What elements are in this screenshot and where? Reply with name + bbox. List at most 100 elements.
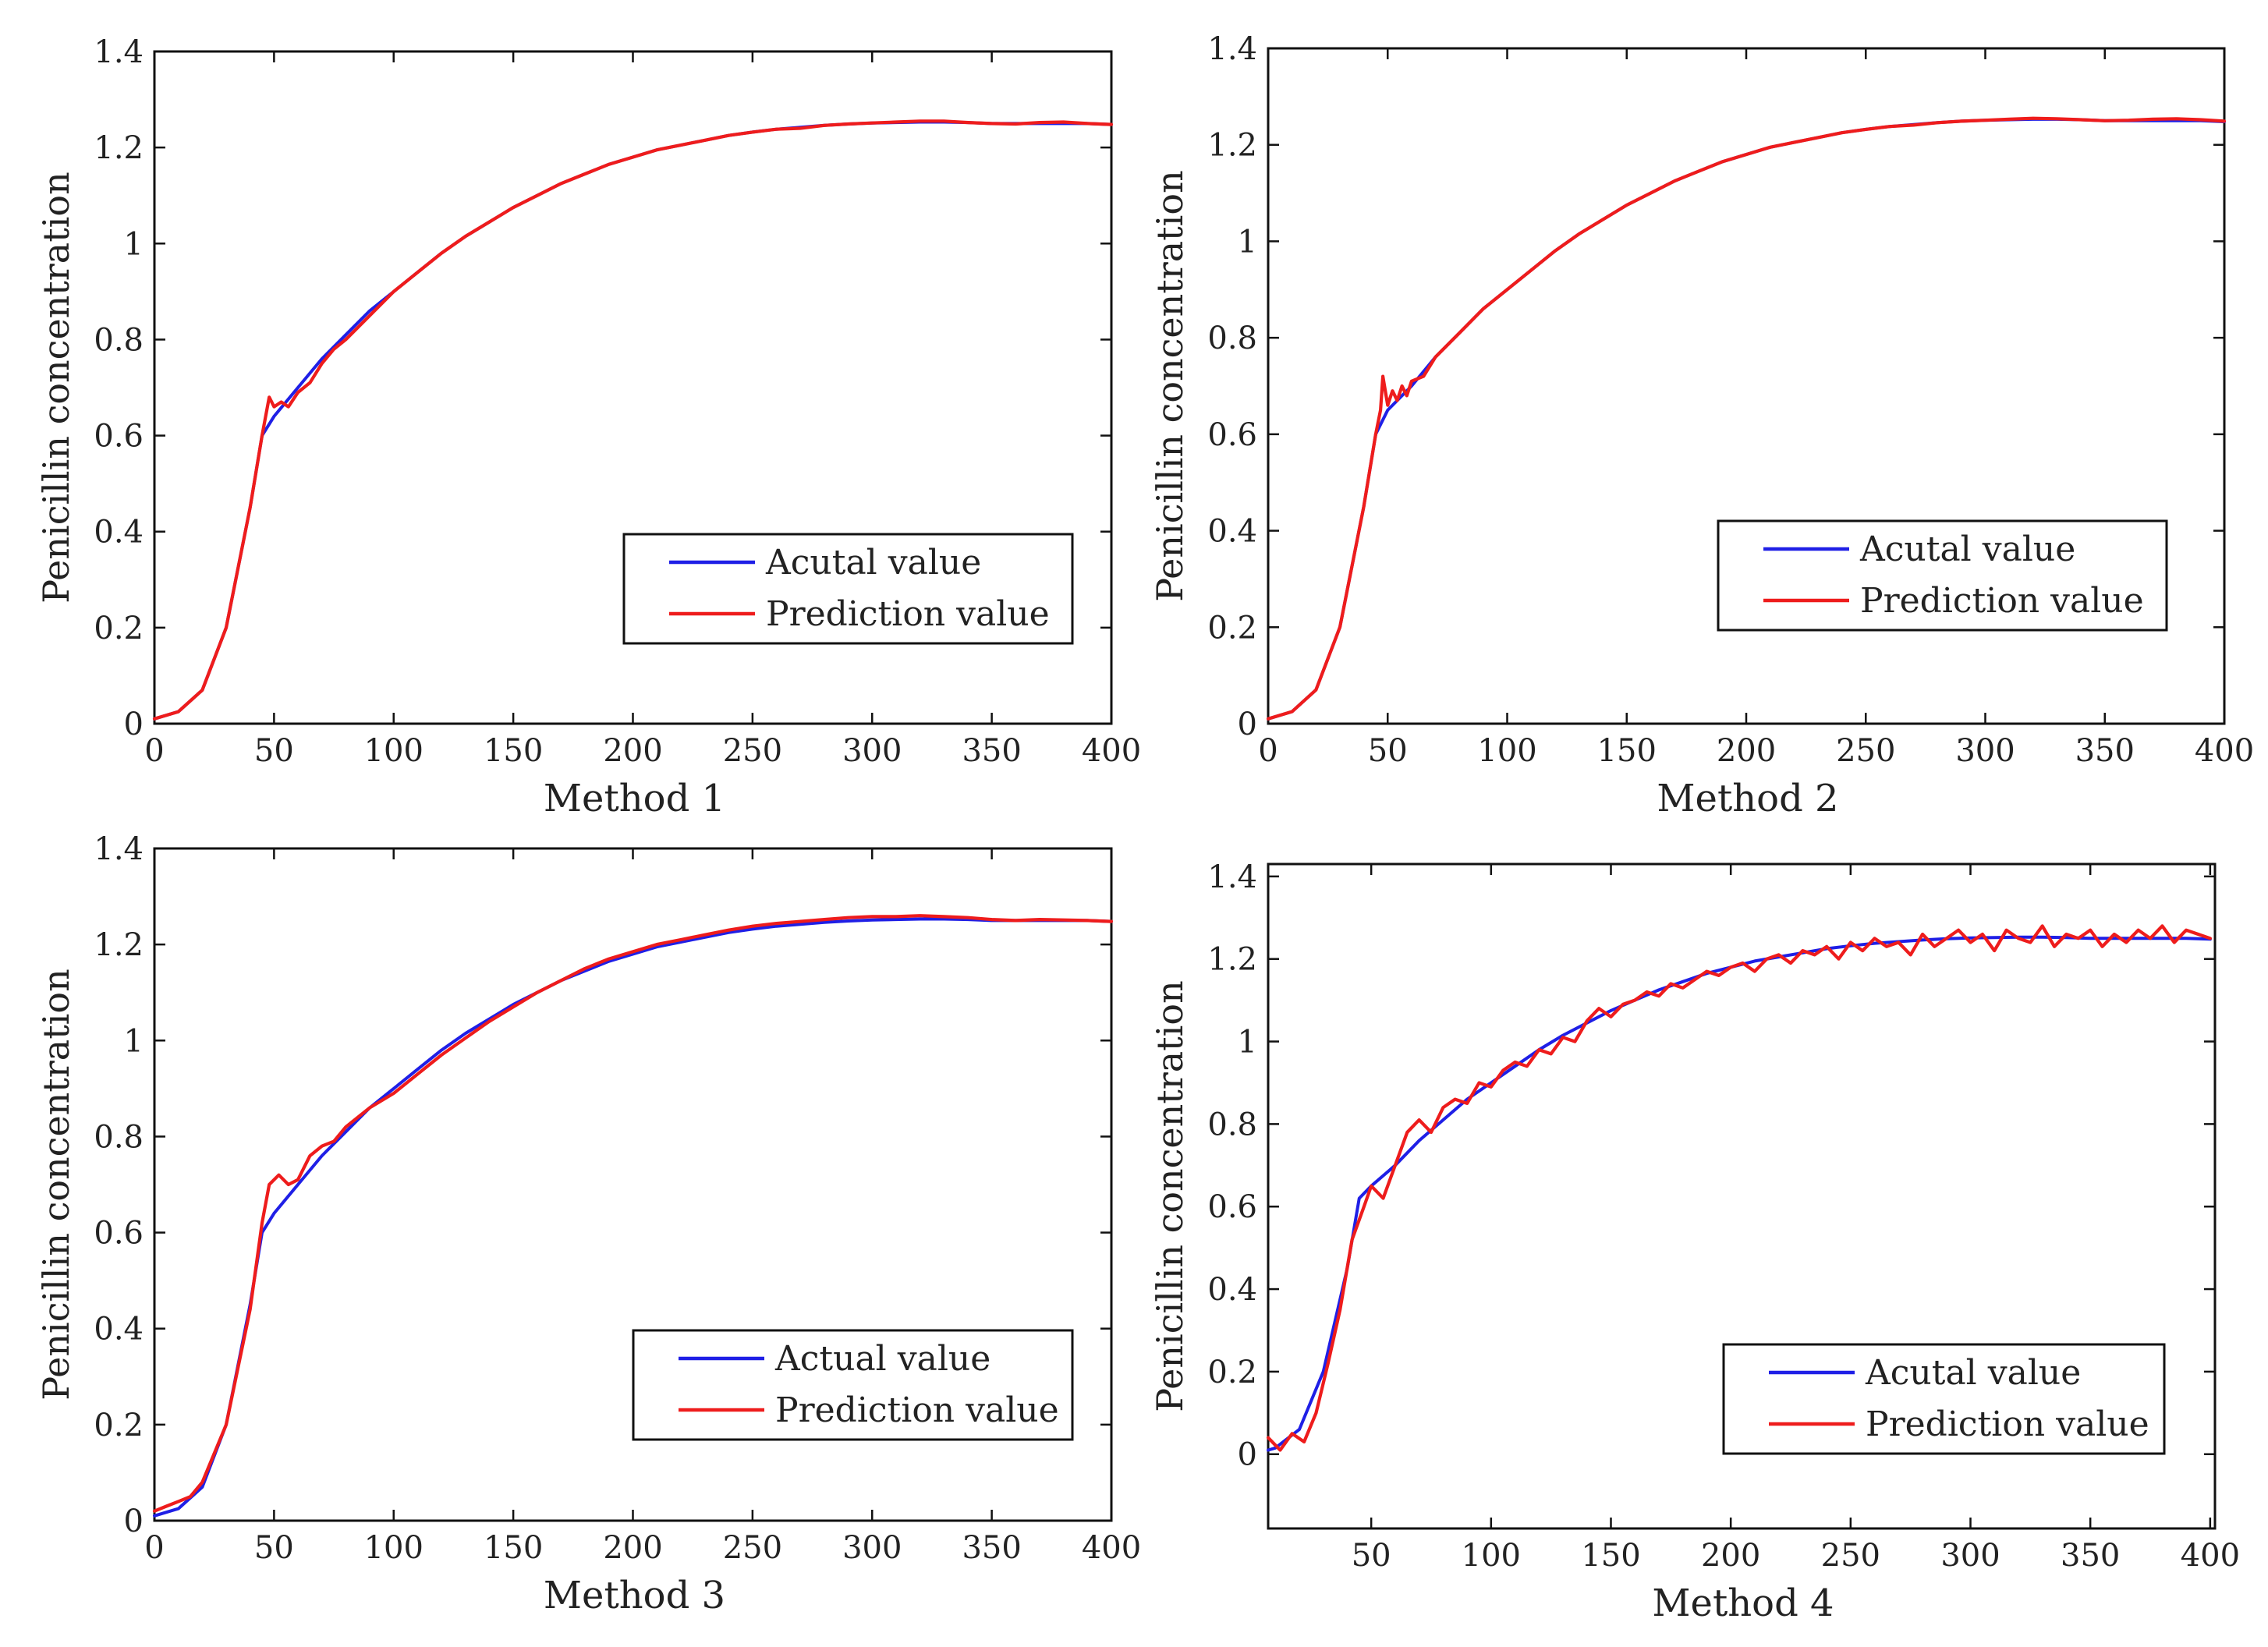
legend-method-1: Acutal value Prediction value	[622, 533, 1074, 645]
y-tick-label: 0	[1238, 707, 1257, 742]
chart-panel-method-4: 50 100 150 200 250 300 350 400 0 0.2 0.4 0.6 0.8 1 1.2…	[1149, 859, 2240, 1625]
legend-label-prediction: Prediction value	[766, 594, 1050, 634]
x-tick-label: 250	[1821, 1538, 1880, 1574]
legend-label-prediction: Prediction value	[1866, 1404, 2149, 1444]
x-tick-label: 0	[1258, 733, 1278, 769]
y-tick-label: 1	[1238, 1025, 1257, 1061]
legend-frame	[1717, 519, 2168, 632]
series-line-prediction	[1266, 924, 2212, 1452]
legend-method-4: Acutal value Prediction value	[1722, 1343, 2166, 1455]
chart-panel-method-1: 0 50 100 150 200 250 300 350 400 0 0.2 0.4 0.6 0.8 1 1.…	[35, 34, 1141, 820]
x-tick-label: 300	[1955, 733, 2015, 769]
legend-label-actual: Acutal value	[1865, 1353, 2081, 1393]
x-tick-label: 250	[723, 1530, 782, 1566]
x-tick-label: 300	[842, 1530, 902, 1566]
x-tick-label: 350	[962, 733, 1021, 769]
y-axis-label: Penicillin concentration	[1149, 980, 1191, 1411]
x-tick-label: 100	[364, 733, 423, 769]
x-tick-label: 100	[1477, 733, 1536, 769]
x-tick-label: 300	[842, 733, 902, 769]
y-tick-label: 0.8	[94, 322, 144, 358]
x-tick-label: 350	[2075, 733, 2135, 769]
x-tick-label: 400	[2181, 1538, 2240, 1574]
x-tick-label: 50	[254, 733, 294, 769]
x-tick-label: 250	[723, 733, 782, 769]
series-line-prediction	[152, 914, 1114, 1513]
legend-frame	[622, 533, 1074, 645]
y-tick-label: 0.2	[94, 611, 144, 646]
y-tick-label: 1.4	[1207, 31, 1257, 67]
y-tick-label: 1	[124, 226, 144, 262]
x-tick-label: 150	[1597, 733, 1657, 769]
y-tick-label: 0.4	[94, 515, 144, 551]
y-tick-label: 0.2	[1207, 610, 1257, 646]
y-tick-label: 0.2	[1207, 1355, 1257, 1390]
y-tick-label: 1.2	[1207, 128, 1257, 164]
x-tick-label: 0	[144, 1530, 164, 1566]
x-tick-label: 100	[1462, 1538, 1521, 1574]
plot-area-method-1: 0 50 100 150 200 250 300 350 400 0 0.2 0.4 0.6 0.8 1 1.…	[94, 34, 1141, 769]
x-tick-label: 200	[1717, 733, 1776, 769]
y-tick-label: 0.6	[1207, 417, 1257, 453]
y-tick-label: 1.4	[94, 831, 144, 867]
y-tick-label: 0.4	[94, 1312, 144, 1348]
x-tick-label: 200	[1701, 1538, 1760, 1574]
y-tick-label: 0.4	[1207, 1272, 1257, 1308]
plot-area-method-3: 0 50 100 150 200 250 300 350 400 0 0.2 0.4 0.6 0.8 1 1.…	[94, 831, 1141, 1566]
y-tick-label: 1.4	[1207, 859, 1257, 895]
y-tick-label: 0.8	[1207, 1107, 1257, 1142]
x-tick-label: 300	[1940, 1538, 2000, 1574]
x-axis-label: Method 2	[1657, 777, 1838, 820]
x-axis-label: Method 1	[544, 777, 725, 820]
legend-label-actual: Actual value	[774, 1339, 990, 1379]
y-tick-label: 1.4	[94, 34, 144, 70]
y-axis-label: Penicillin concentration	[1149, 170, 1191, 601]
y-tick-label: 1.2	[1207, 942, 1257, 978]
plot-area-method-2: 0 50 100 150 200 250 300 350 400 0 0.2 0.4 0.6 0.8 1 1.…	[1207, 31, 2254, 769]
y-tick-label: 0.2	[94, 1408, 144, 1443]
y-tick-label: 1	[124, 1023, 144, 1059]
legend-method-3: Actual value Prediction value	[632, 1329, 1074, 1441]
x-tick-label: 400	[1082, 733, 1141, 769]
series-line-actual	[1267, 935, 2212, 1452]
x-tick-label: 50	[254, 1530, 294, 1566]
legend-label-prediction: Prediction value	[775, 1390, 1059, 1430]
x-tick-label: 100	[364, 1530, 423, 1566]
y-tick-label: 1.2	[94, 130, 144, 166]
y-tick-label: 0.6	[94, 1216, 144, 1252]
x-tick-label: 200	[603, 733, 662, 769]
y-tick-label: 1.2	[94, 927, 144, 963]
y-tick-label: 0.8	[1207, 321, 1257, 356]
x-tick-label: 150	[484, 1530, 543, 1566]
y-tick-label: 1	[1238, 224, 1257, 260]
x-tick-label: 50	[1368, 733, 1408, 769]
axes-frame	[1267, 862, 2217, 1530]
x-tick-label: 50	[1352, 1538, 1391, 1574]
x-axis-label: Method 4	[1652, 1581, 1834, 1625]
series-line-actual	[153, 917, 1113, 1518]
series-line-prediction	[152, 119, 1114, 721]
legend-frame	[632, 1329, 1074, 1441]
x-axis-label: Method 3	[544, 1574, 725, 1617]
chart-panel-method-3: 0 50 100 150 200 250 300 350 400 0 0.2 0.4 0.6 0.8 1 1.…	[35, 831, 1141, 1617]
x-tick-label: 400	[1082, 1530, 1141, 1566]
y-tick-label: 0.6	[1207, 1189, 1257, 1225]
legend-label-prediction: Prediction value	[1860, 581, 2144, 621]
y-axis-label: Penicillin concentration	[35, 969, 77, 1400]
y-axis-label: Penicillin concentration	[35, 172, 77, 603]
plot-area-method-4: 50 100 150 200 250 300 350 400 0 0.2 0.4 0.6 0.8 1 1.2…	[1207, 859, 2240, 1574]
x-tick-label: 350	[2061, 1538, 2120, 1574]
x-tick-label: 400	[2195, 733, 2254, 769]
x-tick-label: 150	[1581, 1538, 1640, 1574]
y-tick-label: 0	[124, 707, 144, 742]
y-tick-label: 0	[1238, 1437, 1257, 1473]
x-tick-label: 200	[603, 1530, 662, 1566]
x-tick-label: 0	[144, 733, 164, 769]
x-tick-label: 150	[484, 733, 543, 769]
y-tick-label: 0.8	[94, 1119, 144, 1155]
x-tick-label: 250	[1836, 733, 1895, 769]
y-tick-label: 0.4	[1207, 514, 1257, 550]
legend-frame	[1722, 1343, 2166, 1455]
legend-label-actual: Acutal value	[765, 543, 981, 583]
